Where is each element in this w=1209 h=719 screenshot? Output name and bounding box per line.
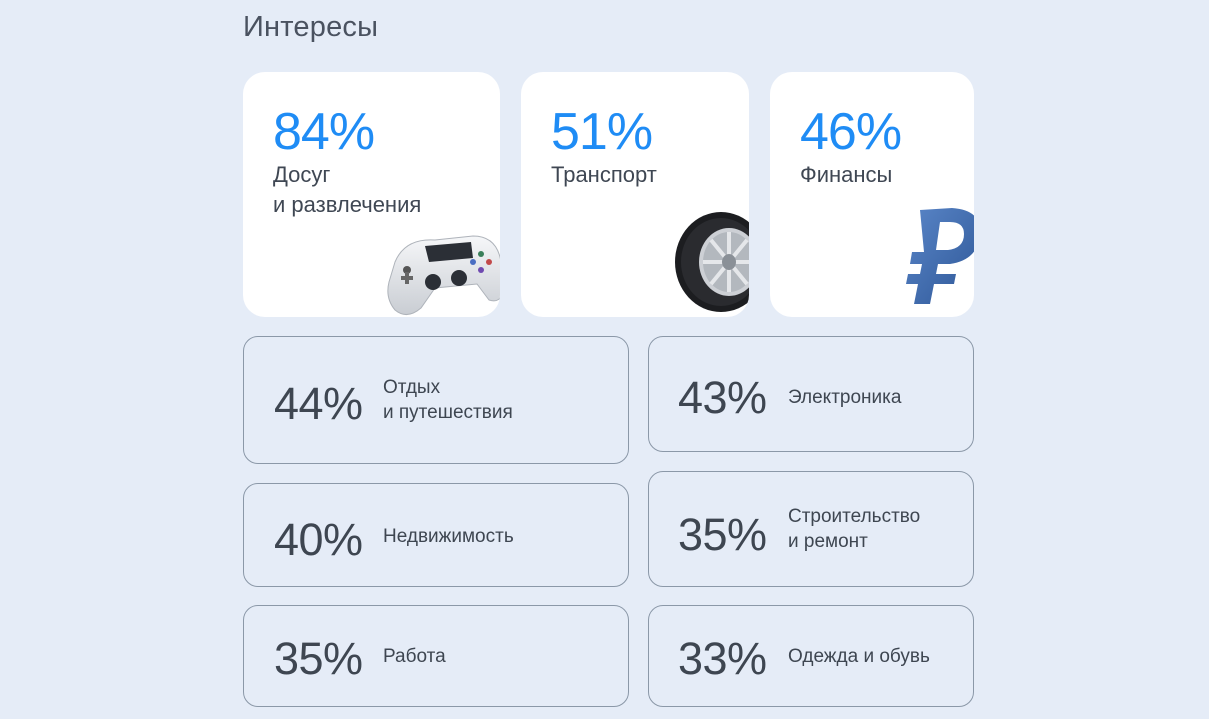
interest-card: 44% Отдых и путешествия: [243, 336, 629, 464]
interest-label: Недвижимость: [383, 526, 514, 547]
interest-label: Строительство и ремонт: [788, 506, 921, 552]
interest-label: Одежда и обувь: [788, 646, 930, 667]
gamepad-icon: [387, 235, 500, 315]
interest-percent: 33%: [678, 633, 767, 684]
interest-card: 35% Работа: [243, 605, 629, 707]
interest-label: Отдых и путешествия: [383, 377, 513, 423]
interest-label: Работа: [383, 646, 446, 667]
ruble-icon: [906, 208, 974, 304]
highlight-percent: 46%: [800, 103, 902, 161]
interest-percent: 35%: [678, 509, 767, 560]
highlight-label: Финансы: [800, 162, 893, 187]
highlight-percent: 51%: [551, 103, 653, 161]
section-title: Интересы: [243, 11, 379, 43]
interest-percent: 43%: [678, 372, 767, 423]
interest-card: 43% Электроника: [648, 336, 974, 452]
interest-percent: 35%: [274, 633, 363, 684]
interest-card: 35% Строительство и ремонт: [648, 471, 974, 587]
interest-card: 33% Одежда и обувь: [648, 605, 974, 707]
interest-percent: 44%: [274, 378, 363, 429]
interest-percent: 40%: [274, 514, 363, 565]
interest-label: Электроника: [788, 387, 902, 408]
highlight-card-finance: 46% Финансы: [770, 72, 974, 317]
highlight-card-transport: 51% Транспорт: [521, 72, 749, 317]
highlight-percent: 84%: [273, 103, 375, 161]
highlight-label: Досуг и развлечения: [273, 162, 422, 217]
tire-icon: [675, 212, 749, 312]
highlight-card-leisure: 84% Досуг и развлечения: [243, 72, 500, 317]
interest-card: 40% Недвижимость: [243, 483, 629, 587]
highlight-label: Транспорт: [551, 162, 657, 187]
